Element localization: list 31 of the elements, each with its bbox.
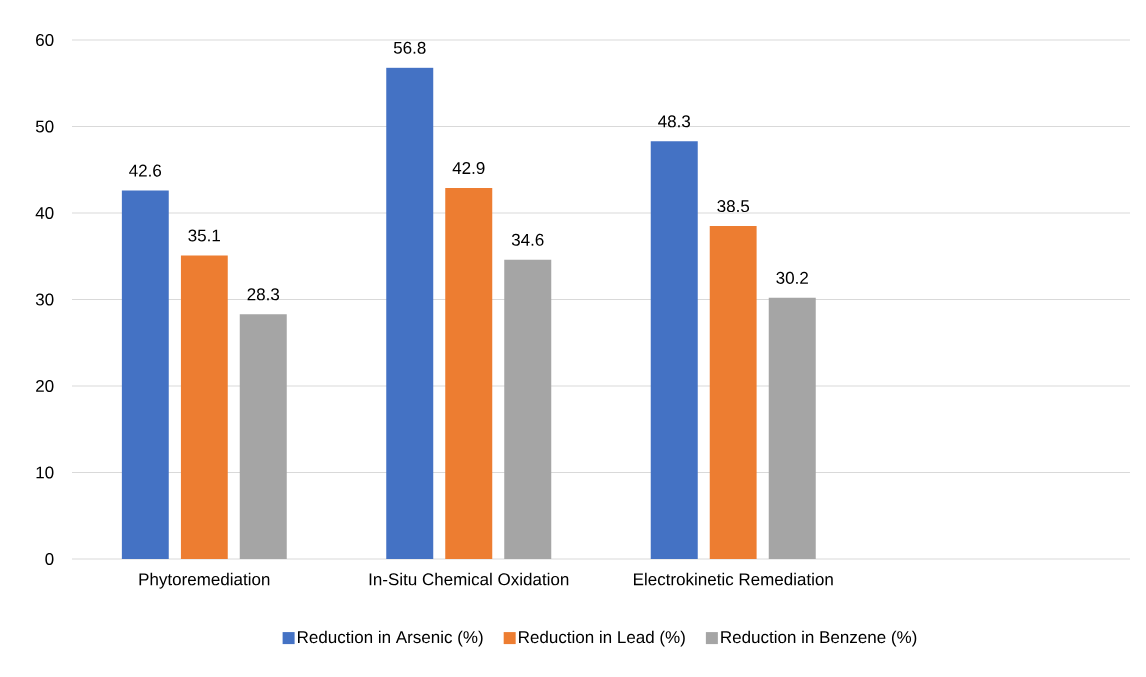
bar (650, 141, 698, 559)
legend-label: Reduction in Benzene (%) (721, 630, 917, 647)
data-label: 38.5 (717, 200, 750, 213)
legend-label: Reduction in Lead (%) (519, 630, 685, 647)
y-tick-label: 60 (36, 33, 54, 47)
bar (768, 297, 816, 559)
bar (445, 187, 493, 559)
bar (709, 225, 757, 559)
x-tick-label: In-Situ Chemical Oxidation (369, 572, 569, 586)
y-tick-label: 30 (35, 293, 54, 306)
y-tick-label: 20 (36, 379, 54, 393)
data-label: 34.6 (511, 233, 544, 246)
bar (121, 190, 169, 559)
legend-label: Reduction in Arsenic (%) (298, 630, 483, 647)
y-tick-label: 50 (35, 120, 54, 133)
data-label: 42.9 (452, 162, 485, 175)
data-label: 28.3 (247, 288, 280, 301)
y-tick-label: 0 (45, 552, 54, 566)
bar (239, 314, 287, 559)
bar (386, 67, 434, 559)
data-label: 30.2 (776, 271, 808, 284)
bar (504, 259, 552, 559)
data-label: 35.1 (188, 229, 220, 242)
data-label: 48.3 (658, 115, 691, 128)
y-tick-label: 10 (36, 466, 54, 479)
y-tick-label: 40 (35, 206, 54, 220)
x-tick-label: Phytoremediation (139, 572, 270, 589)
data-label: 42.6 (129, 164, 162, 177)
bar (180, 255, 228, 559)
data-label: 56.8 (393, 41, 426, 54)
x-tick-label: Electrokinetic Remediation (634, 572, 833, 586)
